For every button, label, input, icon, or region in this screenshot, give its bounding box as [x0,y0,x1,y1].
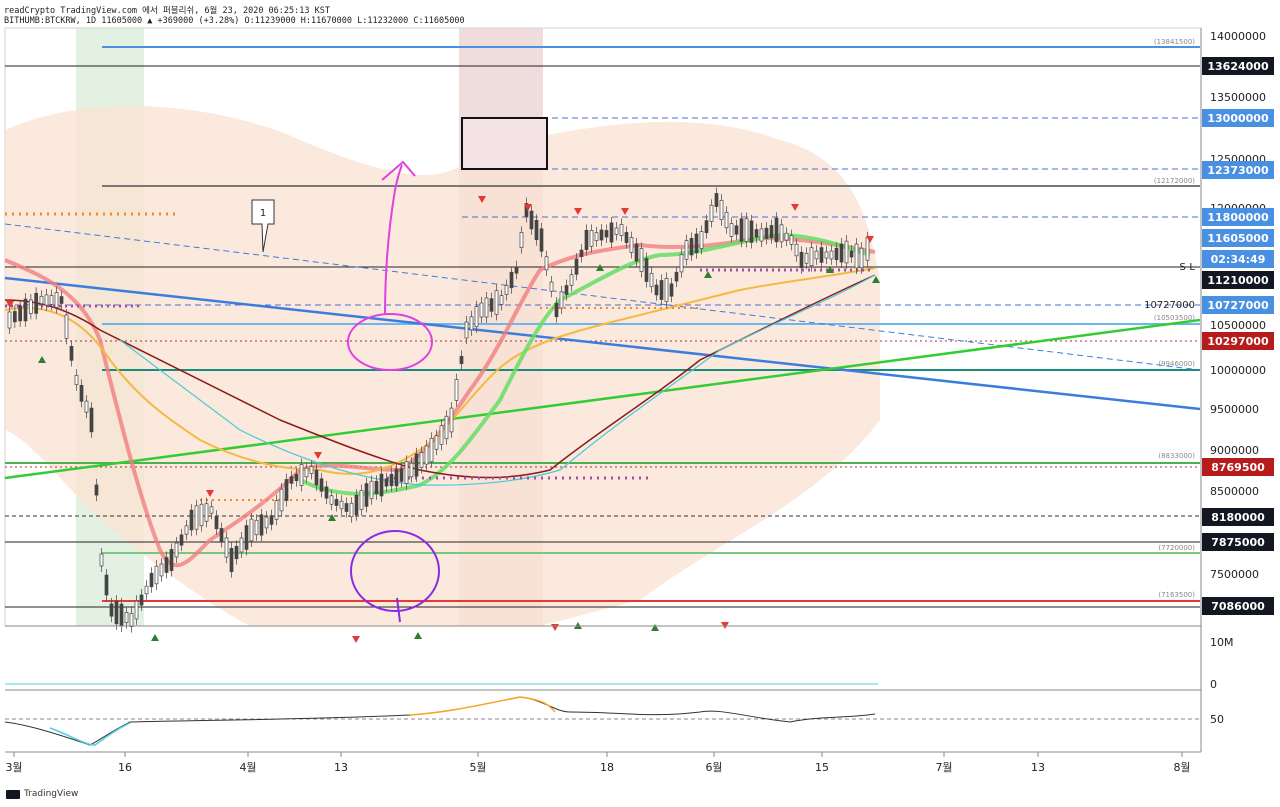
price-label: 13624000 [1207,60,1269,73]
volume-tick-0: 0 [1210,678,1217,691]
price-label-bg [1202,332,1274,350]
price-axis[interactable]: 1400000013500000125000001200000011000000… [1200,28,1274,752]
price-label: 11605000 [1207,232,1269,245]
drawn-arrow-up [384,164,403,316]
candlesticks [7,187,870,633]
footer: TradingView [6,789,78,799]
time-tick: 3월 [5,761,22,774]
price-tick: 8500000 [1210,485,1259,498]
target-box [461,117,548,170]
price-label-bg [1202,508,1274,526]
line-annotation: (7720000) [1158,544,1195,552]
price-label: 02:34:49 [1211,253,1266,266]
price-label-bg [1202,597,1274,615]
price-tick: 14000000 [1210,30,1266,43]
price-label: 13000000 [1207,112,1269,125]
level-label-10727000: 10727000 [1144,300,1195,311]
price-tick: 10000000 [1210,364,1266,377]
callout-balloon[interactable] [251,199,275,253]
price-label: 11210000 [1207,274,1269,287]
price-label-bg [1202,271,1274,289]
time-tick: 13 [1031,761,1045,774]
line-annotations: (13841500) (12172000) (10503500) (9946000) (… [1154,38,1195,599]
publish-info: readCrypto TradingView.com 에서 퍼블리쉬, 6월 2… [4,6,330,16]
line-annotation: (7163500) [1158,591,1195,599]
price-tick: 9500000 [1210,403,1259,416]
footer-brand: TradingView [24,789,79,799]
price-label: 7875000 [1211,536,1265,549]
price-label-bg [1202,161,1274,179]
line-annotation: (8833000) [1158,452,1195,460]
uptrend-line [4,318,1201,480]
time-tick: 6월 [705,761,722,774]
volume-pane[interactable]: 10M 0 [5,625,1234,691]
volume-tick-10m: 10M [1210,636,1234,649]
symbol-info: BITHUMB:BTCKRW, 1D 11605000 ▲ +369000 (+… [4,16,465,26]
time-axis[interactable]: 3월 16 4월 13 5월 18 6월 15 7월 13 8월 [5,751,1201,774]
price-label-bg [1202,208,1274,226]
price-label-bg [1202,533,1274,551]
rsi-overbought-segment [409,696,556,716]
line-annotation: (12172000) [1154,177,1195,185]
rsi-tick-50: 50 [1210,713,1224,726]
drawn-arrowhead [381,160,416,181]
time-tick: 15 [815,761,829,774]
price-label: 7086000 [1211,600,1265,613]
rsi-line [4,696,876,746]
rsi-oversold-segment [49,722,131,746]
time-tick: 5월 [469,761,486,774]
time-tick: 4월 [239,761,256,774]
line-annotation: (10503500) [1154,314,1195,322]
time-tick: 16 [118,761,132,774]
callout-number: 1 [260,208,266,219]
line-annotation: (9946000) [1158,360,1195,368]
time-tick: 18 [600,761,614,774]
price-label: 8769500 [1211,461,1265,474]
sl-label: S-L [1179,262,1195,273]
price-label: 11800000 [1207,211,1269,224]
price-tick: 7500000 [1210,568,1259,581]
price-label: 10727000 [1207,299,1269,312]
price-label-bg [1202,57,1274,75]
time-tick: 8월 [1173,761,1190,774]
price-label: 12373000 [1207,164,1269,177]
signal-markers [6,196,880,643]
price-label-bg [1202,229,1274,247]
drawn-circle-purple [350,530,440,612]
drawn-circle-magenta [347,313,433,371]
ma-orange [4,267,876,475]
price-label: 8180000 [1211,511,1265,524]
price-label-bg [1202,109,1274,127]
price-label: 10297000 [1207,335,1269,348]
plot-area[interactable]: 1 S-L 10727000 (13841500) (12172000) (1050… [4,27,1202,643]
downtrend-line [4,276,1201,411]
drawn-tail [396,597,401,623]
price-label-bg [1202,458,1274,476]
ma-darkred [4,274,876,479]
tradingview-logo-icon [6,789,20,799]
price-label-bg [1202,250,1274,268]
volatility-cloud [5,105,880,626]
ma-cyan [119,274,876,486]
price-tick: 13500000 [1210,91,1266,104]
line-annotation: (13841500) [1154,38,1195,46]
price-tick: 9000000 [1210,444,1259,457]
price-tick: 10500000 [1210,319,1266,332]
rsi-pane[interactable]: 50 [4,689,1224,746]
time-tick: 13 [334,761,348,774]
price-label-bg [1202,296,1274,314]
time-tick: 7월 [935,761,952,774]
